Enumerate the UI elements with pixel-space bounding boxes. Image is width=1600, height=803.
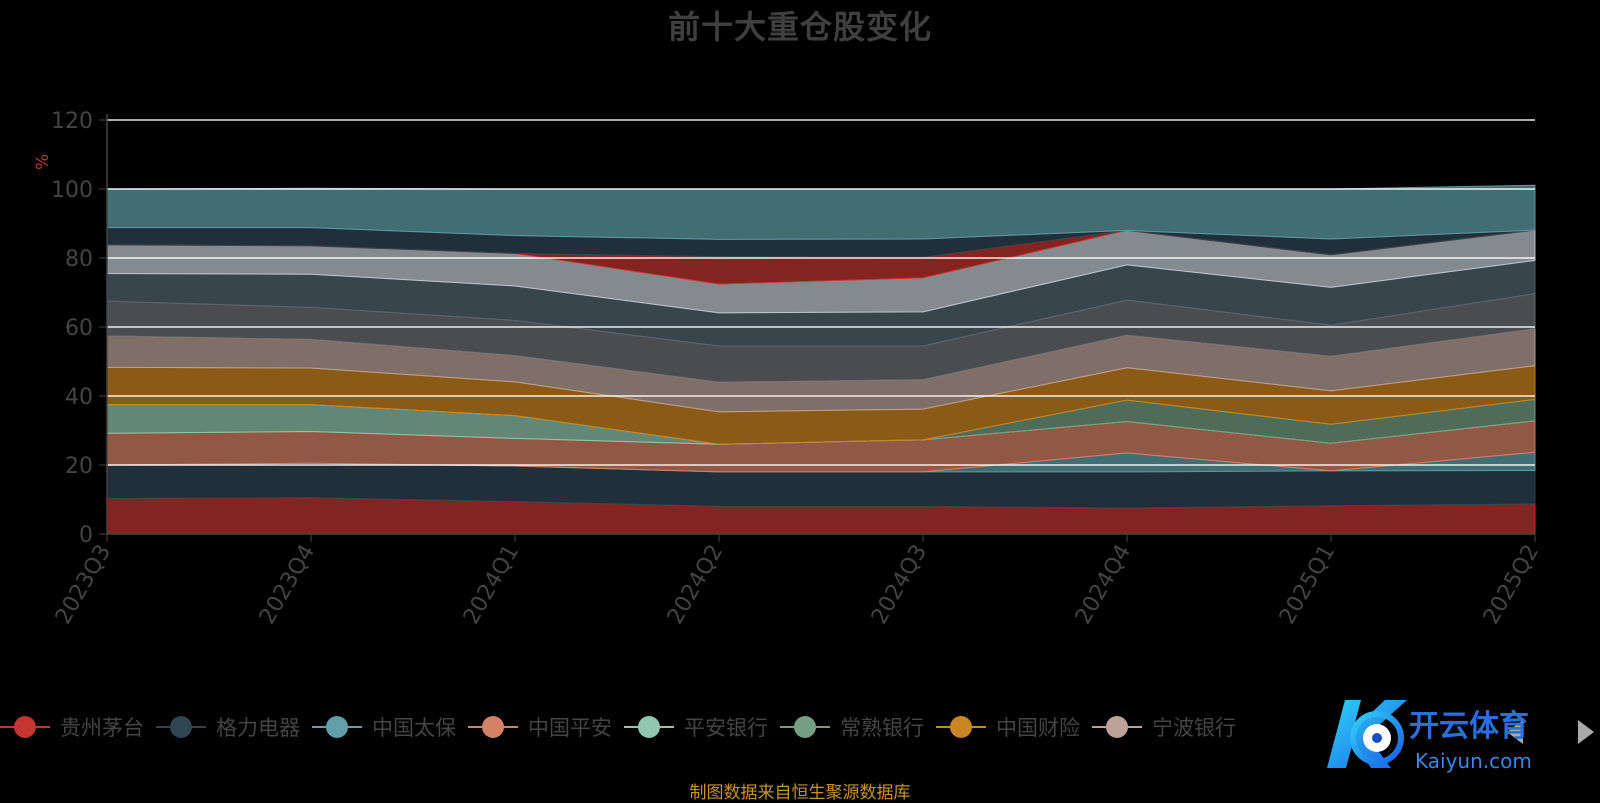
y-tick-label: 20 [65,454,93,479]
legend-label: 平安银行 [684,716,768,740]
legend-item[interactable]: 常熟银行 [780,712,924,742]
legend-label: 宁波银行 [1152,716,1236,740]
legend-marker-icon [156,715,206,739]
y-tick-label: 40 [65,385,93,410]
legend-marker-icon [468,715,518,739]
x-tick-label: 2024Q1 [459,541,524,629]
legend-marker-icon [624,715,674,739]
y-tick-label: 120 [51,109,93,134]
y-tick-label: 100 [51,178,93,203]
legend-item[interactable]: 中国平安 [468,712,612,742]
legend-label: 中国平安 [528,716,612,740]
watermark-brand-en: Kaiyun.com [1415,749,1532,773]
legend-label: 中国财险 [996,716,1080,740]
x-tick-label: 2024Q3 [867,541,932,629]
x-tick-label: 2025Q2 [1479,541,1544,629]
legend-item[interactable]: 平安银行 [624,712,768,742]
legend-item[interactable]: 贵州茅台 [0,712,144,742]
legend-label: 贵州茅台 [60,716,144,740]
watermark-brand-cn: 开云体育 [1409,709,1529,744]
chart-title: 前十大重仓股变化 [667,8,932,46]
data-source-note: 制图数据来自恒生聚源数据库 [689,783,911,803]
x-tick-label: 2023Q3 [51,541,116,629]
legend-label: 格力电器 [216,716,300,740]
legend-marker-icon [780,715,830,739]
legend-marker-icon [0,715,50,739]
legend-item[interactable]: 宁波银行 [1092,712,1236,742]
y-axis-label: % [33,154,53,170]
watermark-logo: 开云体育 Kaiyun.com [1327,700,1532,773]
legend-marker-icon [936,715,986,739]
legend-next-page-icon[interactable] [1578,720,1594,744]
chart-legend: 贵州茅台 格力电器 中国太保 中国平安 平安银行 常熟银行 中国财险 宁波银行 [0,712,1248,742]
legend-item[interactable]: 格力电器 [156,712,300,742]
y-tick-label: 0 [79,523,93,548]
legend-marker-icon [312,715,362,739]
legend-item[interactable]: 中国太保 [312,712,456,742]
legend-label: 常熟银行 [840,716,924,740]
x-tick-label: 2025Q1 [1275,541,1340,629]
legend-label: 中国太保 [372,716,456,740]
x-tick-label: 2023Q4 [255,541,320,629]
legend-marker-icon [1092,715,1142,739]
x-tick-label: 2024Q4 [1071,541,1136,629]
stacked-area-chart: 0 20 40 60 80 100 120% 2023Q3 2023Q4 2024Q1 2024Q2… [33,109,1544,629]
y-tick-label: 60 [65,316,93,341]
x-tick-label: 2024Q2 [663,541,728,629]
y-tick-label: 80 [65,247,93,272]
legend-prev-page-icon[interactable] [1507,720,1523,744]
legend-item[interactable]: 中国财险 [936,712,1080,742]
